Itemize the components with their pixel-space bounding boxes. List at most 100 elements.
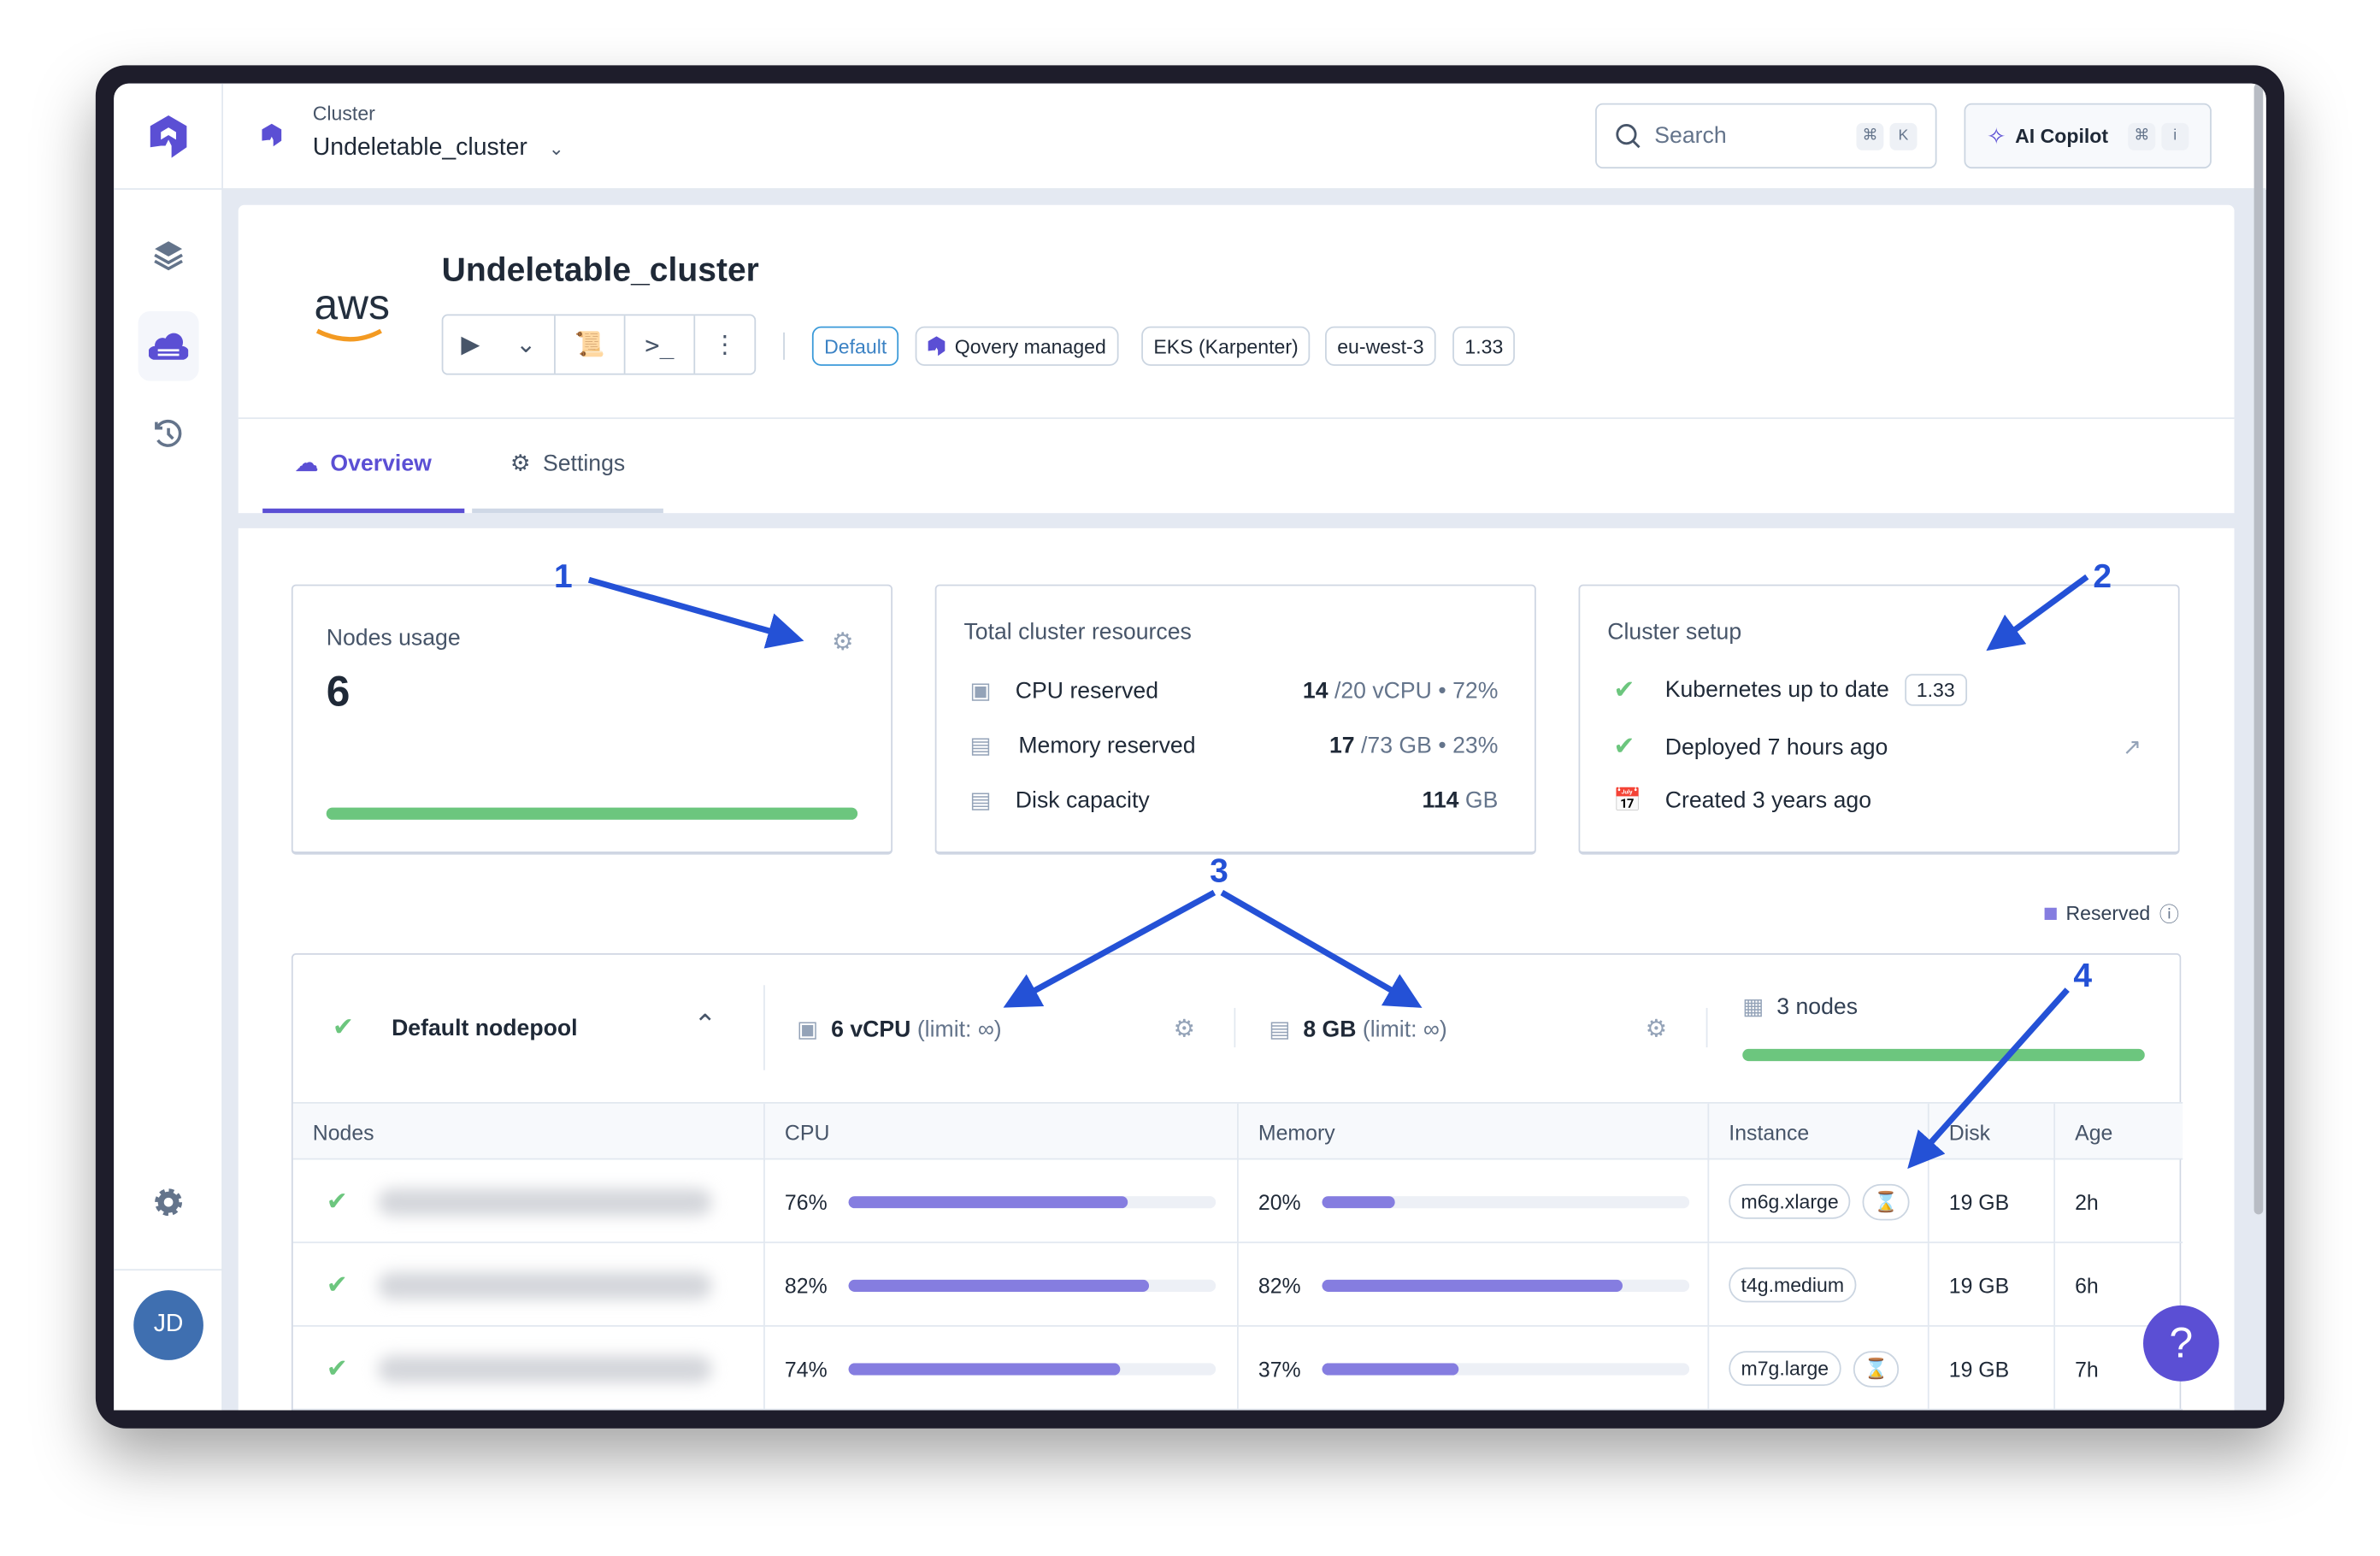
cpu-bar-fill [848, 1195, 1128, 1208]
cpu-percent: 74% [784, 1356, 828, 1381]
terminal-icon: >_ [645, 330, 675, 359]
cluster-selector[interactable]: Undeletable_cluster ⌄ [313, 135, 564, 162]
table-row[interactable]: ✔ 82% 82% t4g.medium 19 GB 6h [292, 1243, 2183, 1327]
nodepool-memory: ▤ 8 GB (limit: ∞) [1269, 1017, 1447, 1043]
search-input[interactable]: Search ⌘ K [1595, 103, 1937, 169]
layers-icon[interactable] [138, 225, 199, 286]
nodes-usage-settings-icon[interactable]: ⚙ [831, 629, 854, 657]
annotation-arrow-2 [1986, 574, 2089, 651]
disk-value: 19 GB [1929, 1243, 2056, 1327]
table-row[interactable]: ✔ 74% 37% m7g.large ⌛ 19 GB 7h [292, 1326, 2183, 1411]
settings-gear-icon[interactable] [138, 1172, 199, 1233]
kbd-cmd: ⌘ [2128, 121, 2156, 150]
col-disk[interactable]: Disk [1929, 1103, 2056, 1162]
deployed-row: ✔ Deployed 7 hours ago ↗ [1613, 731, 2142, 761]
play-icon: ▶ [461, 332, 480, 359]
chevron-down-icon: ⌄ [548, 138, 564, 160]
aws-logo: aws [315, 280, 390, 342]
calendar-icon: 📅 [1613, 787, 1642, 814]
legend-swatch [2044, 906, 2057, 920]
scrollbar[interactable] [2253, 83, 2264, 1215]
memory-settings-icon[interactable]: ⚙ [1645, 1017, 1668, 1043]
memory-bar [1322, 1362, 1690, 1375]
cpu-settings-icon[interactable]: ⚙ [1173, 1017, 1195, 1043]
node-name-redacted [378, 1354, 713, 1382]
tab-overview[interactable]: ☁ Overview [262, 417, 465, 514]
chevron-up-icon[interactable]: ⌃ [693, 1009, 717, 1040]
app-window: JD Cluster Undeletable_cluster ⌄ Search ⌘… [114, 83, 2266, 1411]
nodes-usage-value: 6 [326, 668, 351, 716]
kbd-k: K [1889, 121, 1918, 150]
col-cpu[interactable]: CPU [765, 1103, 1239, 1162]
search-placeholder: Search [1654, 122, 1727, 149]
cluster-header: aws Undeletable_cluster ▶ ⌄ 📜 >_ ⋮ Defaul… [238, 204, 2235, 514]
disk-value: 19 GB [1929, 1326, 2056, 1411]
qovery-logo[interactable] [114, 84, 223, 190]
avatar[interactable]: JD [133, 1290, 203, 1360]
col-memory[interactable]: Memory [1239, 1103, 1710, 1162]
nodepool-node-count: ▦ 3 nodes [1742, 993, 1859, 1021]
cloud-icon: ☁ [295, 451, 319, 477]
hourglass-icon: ⌛ [1853, 1350, 1900, 1387]
memory-bar-fill [1322, 1278, 1623, 1292]
check-circle-icon: ✔ [326, 1186, 349, 1216]
logs-button[interactable]: 📜 [556, 315, 626, 374]
disk-capacity-row: ▤ Disk capacity 114 GB [969, 787, 1499, 814]
cpu-percent: 76% [784, 1189, 828, 1214]
help-button[interactable]: ? [2143, 1305, 2219, 1382]
check-circle-icon: ✔ [326, 1353, 349, 1382]
history-icon[interactable] [138, 404, 199, 464]
total-resources-card: Total cluster resources ▣ CPU reserved 14 … [934, 584, 1536, 855]
cpu-reserved-row: ▣ CPU reserved 14 /20 vCPU • 72% [969, 677, 1499, 704]
tab-settings[interactable]: ⚙ Settings [472, 417, 663, 514]
memory-bar [1322, 1278, 1690, 1292]
external-link-icon[interactable]: ↗ [2122, 734, 2142, 761]
instance-type-badge: m7g.large [1729, 1351, 1841, 1387]
cluster-cloud-icon[interactable] [138, 310, 199, 381]
cpu-bar-fill [848, 1278, 1150, 1292]
disk-value: 19 GB [1929, 1159, 2056, 1244]
memory-percent: 20% [1258, 1189, 1301, 1214]
memory-bar-fill [1322, 1195, 1396, 1208]
cpu-bar-fill [848, 1362, 1121, 1375]
col-age[interactable]: Age [2075, 1120, 2113, 1145]
deploy-button[interactable]: ▶ ⌄ [443, 315, 556, 374]
badge-region: eu-west-3 [1325, 326, 1436, 366]
col-instance[interactable]: Instance [1709, 1103, 1929, 1162]
resources-title: Total cluster resources [963, 619, 1192, 645]
gear-icon: ⚙ [510, 451, 531, 477]
memory-bar [1322, 1195, 1690, 1208]
nodes-table-header: Nodes CPU Memory Instance Disk Age [292, 1102, 2183, 1162]
overview-content: Nodes usage ⚙ 6 Total cluster resources … [238, 528, 2235, 1411]
node-name-redacted [378, 1270, 713, 1299]
kbd-cmd: ⌘ [1856, 121, 1884, 150]
node-name-redacted [378, 1188, 713, 1216]
annotation-arrow-1 [587, 576, 804, 649]
cluster-name: Undeletable_cluster [312, 135, 527, 162]
cpu-bar [848, 1195, 1217, 1208]
table-row[interactable]: ✔ 76% 20% m6g.xlarge ⌛ 19 GB 2h [292, 1159, 2183, 1244]
hourglass-icon: ⌛ [1863, 1183, 1909, 1220]
cluster-setup-card: Cluster setup ✔ Kubernetes up to date 1.33… [1578, 584, 2180, 855]
nodes-usage-title: Nodes usage [326, 625, 461, 651]
memory-bar-fill [1322, 1362, 1458, 1375]
more-button[interactable]: ⋮ [695, 315, 754, 373]
badge-default: Default [811, 326, 899, 366]
ai-copilot-button[interactable]: ✧ AI Copilot ⌘ i [1964, 103, 2212, 169]
reserved-legend: Reserved ⓘ [2044, 899, 2180, 928]
annotation-label-1: 1 [554, 557, 573, 595]
help-circle-icon[interactable]: ⓘ [2159, 903, 2180, 927]
scroll-icon: 📜 [574, 332, 605, 359]
page-title: Undeletable_cluster [441, 250, 759, 289]
instance-type-badge: t4g.medium [1729, 1267, 1857, 1303]
breadcrumb-label: Cluster [312, 101, 375, 125]
disk-icon: ▤ [969, 787, 992, 814]
cpu-bar [848, 1278, 1217, 1292]
cluster-logo-icon [261, 123, 282, 155]
col-nodes[interactable]: Nodes [293, 1103, 765, 1162]
terminal-button[interactable]: >_ [626, 315, 696, 374]
nodepool-name: Default nodepool [392, 1015, 578, 1041]
annotation-label-2: 2 [2093, 557, 2112, 595]
annotation-arrow-3b [1220, 889, 1423, 1008]
